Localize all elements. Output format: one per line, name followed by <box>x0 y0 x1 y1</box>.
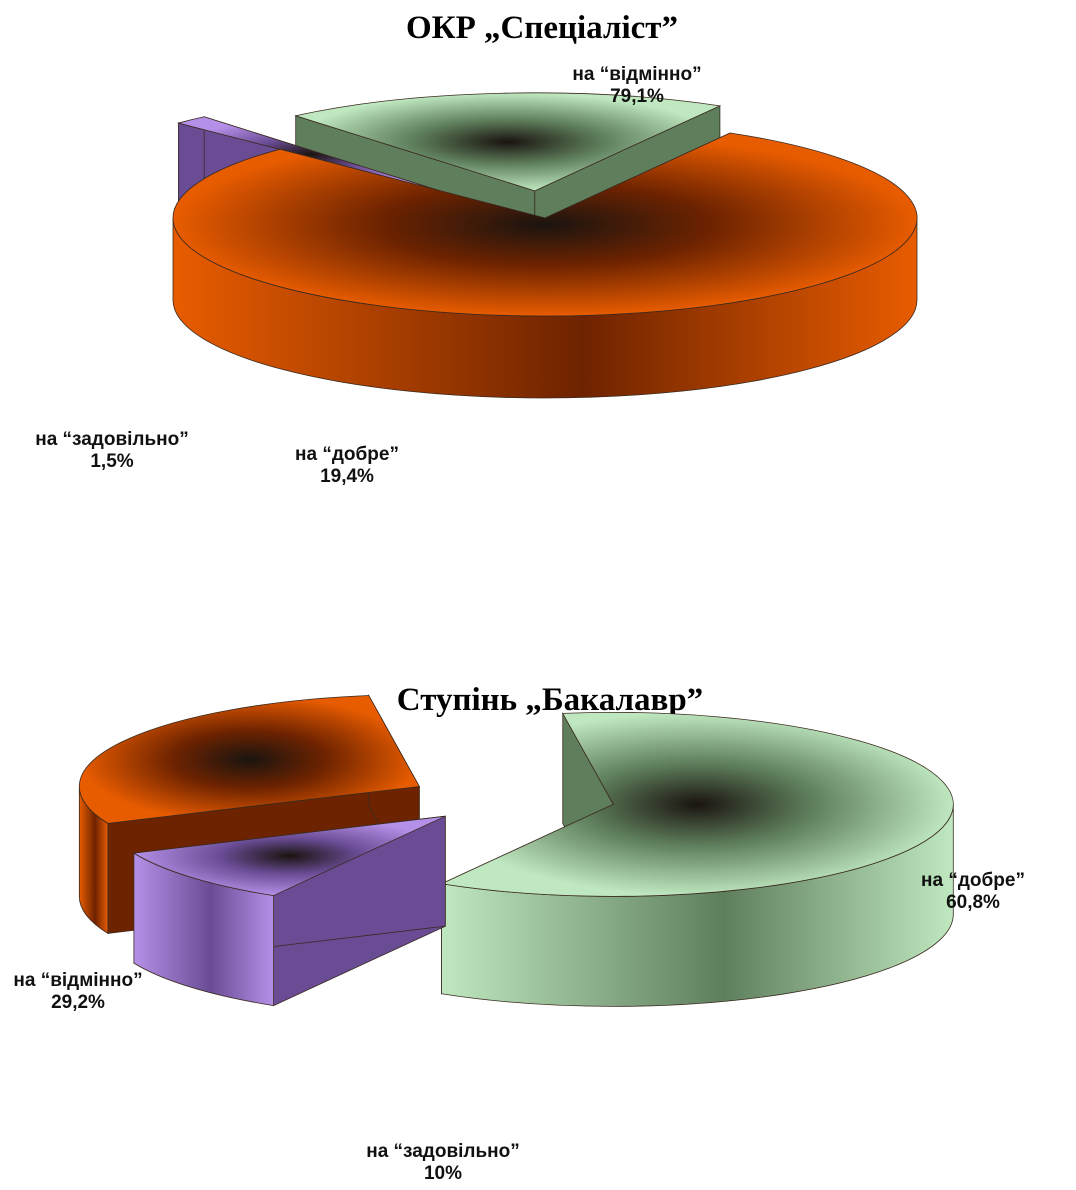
slice-label-value: 60,8% <box>946 892 1000 913</box>
slice-label-29-2: на “відмінно” 29,2% <box>13 970 142 1013</box>
slice-label-value: 79,1% <box>610 86 664 107</box>
pie-slice-top <box>294 92 722 192</box>
slice-label-60-8: на “добре” 60,8% <box>921 870 1025 913</box>
pie-slice-79-1 <box>172 132 918 399</box>
pie-chart-bachelor: на “добре” 60,8% на “задовільно” 10% на “від… <box>13 693 1025 1184</box>
slice-label-value: 10% <box>424 1163 462 1184</box>
slice-label-category: на “відмінно” <box>13 970 142 991</box>
slice-label-category: на “відмінно” <box>572 64 701 85</box>
pie-slice-top <box>440 711 954 897</box>
slice-label-19-4: на “добре” 19,4% <box>295 444 399 487</box>
slice-label-value: 29,2% <box>51 992 105 1013</box>
pie-slice-top <box>78 695 420 824</box>
pie-slice-top <box>172 132 918 317</box>
pie-chart-specialist: на “відмінно” 79,1%на “задовільно” 1,5% на … <box>35 64 918 487</box>
slice-label-category: на “задовільно” <box>366 1141 520 1162</box>
slice-label-value: 1,5% <box>90 451 133 472</box>
pie-slice-60-8 <box>440 711 954 1007</box>
chart-title-specialist: ОКР „Спеціаліст” <box>405 10 678 46</box>
slice-label-category: на “добре” <box>295 444 399 465</box>
slice-label-1-5: на “задовільно” 1,5% <box>35 429 189 472</box>
chart-title-bachelor: Ступінь „Бакалавр” <box>396 682 704 718</box>
slice-label-79-1: на “відмінно” 79,1% <box>572 64 701 107</box>
pie-slice-top <box>176 116 444 193</box>
slice-label-value: 19,4% <box>320 466 374 487</box>
slice-label-category: на “добре” <box>921 870 1025 891</box>
pie-slice-10 <box>132 815 446 1007</box>
slice-label-category: на “задовільно” <box>35 429 189 450</box>
slice-label-10: на “задовільно” 10% <box>366 1141 520 1184</box>
pie-slice-top <box>132 815 446 897</box>
